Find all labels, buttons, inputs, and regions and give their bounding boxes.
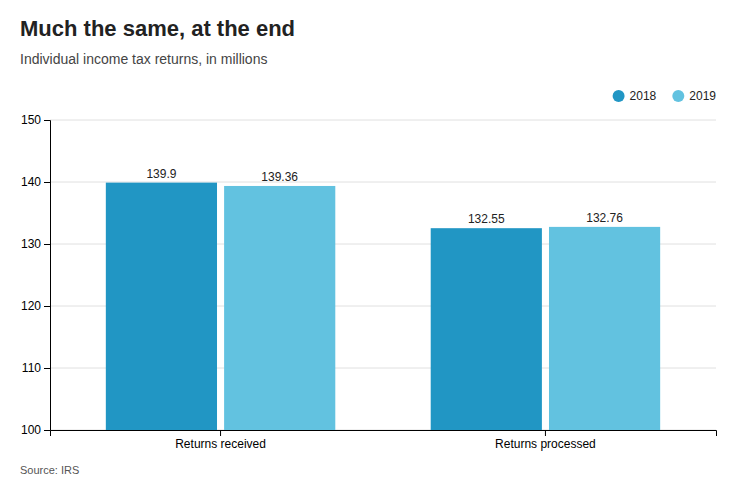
y-tick-label: 100 <box>21 423 41 437</box>
bar <box>106 183 217 430</box>
y-tick: 150 <box>21 113 50 127</box>
legend-swatch <box>613 90 625 102</box>
grid-line <box>50 182 716 183</box>
y-tick-mark <box>44 430 50 431</box>
y-tick-mark <box>44 182 50 183</box>
source: Source: IRS <box>20 464 79 476</box>
bar <box>224 186 335 430</box>
y-tick-mark <box>44 120 50 121</box>
legend-label: 2019 <box>689 89 716 103</box>
y-axis-line <box>44 121 51 431</box>
y-tick-mark <box>44 244 50 245</box>
bar <box>549 227 660 430</box>
bar <box>431 228 542 430</box>
y-tick: 100 <box>21 423 50 437</box>
title: Much the same, at the end <box>20 16 295 41</box>
y-tick: 110 <box>22 361 50 375</box>
y-tick-label: 140 <box>21 175 41 189</box>
chart: Much the same, at the end Individual inco… <box>0 0 740 482</box>
y-tick: 120 <box>21 299 50 313</box>
y-tick: 140 <box>21 175 50 189</box>
y-tick-label: 150 <box>21 113 41 127</box>
grid-line <box>50 120 716 121</box>
y-tick-label: 120 <box>21 299 41 313</box>
series <box>224 186 660 430</box>
data-label: 139.36 <box>261 170 298 184</box>
y-tick-label: 110 <box>22 361 41 375</box>
legend: 2018 2019 <box>613 89 717 103</box>
x-tick-label: Returns received <box>175 437 266 451</box>
y-tick-mark <box>44 368 50 369</box>
subtitle: Individual income tax returns, in millio… <box>20 51 267 67</box>
x-tick: Returns received <box>175 430 266 451</box>
y-tick-label: 130 <box>21 237 41 251</box>
data-label: 139.9 <box>146 167 176 181</box>
series <box>106 183 542 430</box>
x-tick-label: Returns processed <box>495 437 596 451</box>
y-tick: 130 <box>21 237 50 251</box>
data-label: 132.55 <box>468 212 505 226</box>
data-label: 132.76 <box>586 211 623 225</box>
legend-item: 2018 <box>613 89 657 103</box>
x-tick-mark <box>220 430 221 436</box>
y-tick-mark <box>44 306 50 307</box>
bars <box>106 183 660 430</box>
legend-label: 2018 <box>630 89 657 103</box>
x-tick: Returns processed <box>495 430 596 451</box>
x-axis: Returns received Returns processed <box>51 430 717 451</box>
data-labels: 139.9 132.55 139.36 132.76 <box>146 167 623 227</box>
grid <box>50 120 716 430</box>
legend-item: 2019 <box>672 89 716 103</box>
plot: 139.9 132.55 139.36 132.76 100 110 120 130 140 15… <box>21 113 717 450</box>
x-axis-line <box>51 431 717 437</box>
x-tick-mark <box>545 430 546 436</box>
y-axis: 100 110 120 130 140 150 <box>21 113 51 437</box>
legend-swatch <box>672 90 684 102</box>
